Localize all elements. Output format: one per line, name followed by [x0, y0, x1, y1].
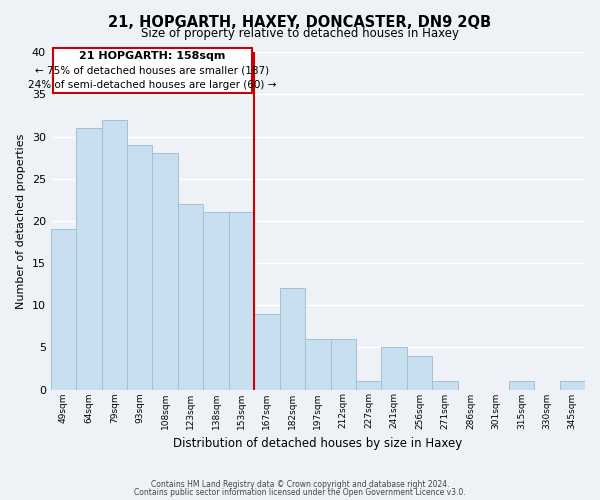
Y-axis label: Number of detached properties: Number of detached properties	[16, 133, 26, 308]
Text: Size of property relative to detached houses in Haxey: Size of property relative to detached ho…	[141, 28, 459, 40]
Bar	[509, 381, 534, 390]
Bar	[127, 145, 152, 390]
Bar	[152, 154, 178, 390]
Text: 24% of semi-detached houses are larger (60) →: 24% of semi-detached houses are larger (…	[28, 80, 277, 90]
Bar	[76, 128, 101, 390]
Bar	[407, 356, 433, 390]
Bar	[382, 348, 407, 390]
Bar	[254, 314, 280, 390]
FancyBboxPatch shape	[53, 48, 251, 93]
Bar	[433, 381, 458, 390]
X-axis label: Distribution of detached houses by size in Haxey: Distribution of detached houses by size …	[173, 437, 463, 450]
Bar	[280, 288, 305, 390]
Bar	[178, 204, 203, 390]
Bar	[356, 381, 382, 390]
Text: 21, HOPGARTH, HAXEY, DONCASTER, DN9 2QB: 21, HOPGARTH, HAXEY, DONCASTER, DN9 2QB	[109, 15, 491, 30]
Text: Contains HM Land Registry data © Crown copyright and database right 2024.: Contains HM Land Registry data © Crown c…	[151, 480, 449, 489]
Bar	[305, 339, 331, 390]
Bar	[101, 120, 127, 390]
Bar	[331, 339, 356, 390]
Bar	[50, 230, 76, 390]
Bar	[229, 212, 254, 390]
Text: Contains public sector information licensed under the Open Government Licence v3: Contains public sector information licen…	[134, 488, 466, 497]
Bar	[560, 381, 585, 390]
Bar	[203, 212, 229, 390]
Text: 21 HOPGARTH: 158sqm: 21 HOPGARTH: 158sqm	[79, 51, 226, 61]
Text: ← 75% of detached houses are smaller (187): ← 75% of detached houses are smaller (18…	[35, 66, 269, 76]
